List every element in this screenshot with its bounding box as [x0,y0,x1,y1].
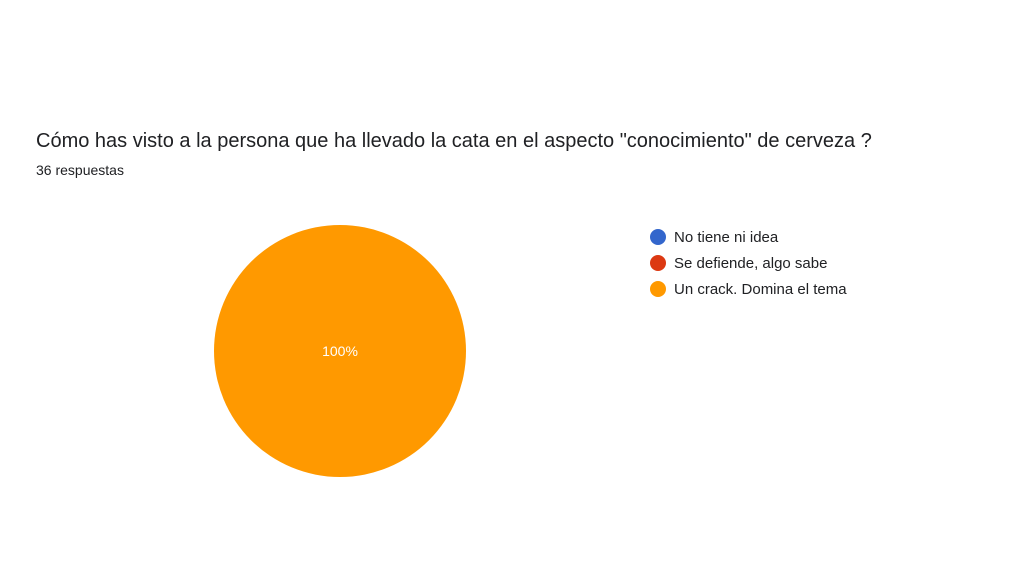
question-title: Cómo has visto a la persona que ha lleva… [36,130,872,152]
response-count: 36 respuestas [36,162,124,178]
chart-legend: No tiene ni idea Se defiende, algo sabe Un… [650,224,847,302]
legend-label: Un crack. Domina el tema [674,280,847,298]
pie-slice-label-2: 100% [322,343,358,359]
pie-slice-2 [214,225,466,477]
legend-swatch-icon [650,255,666,271]
legend-item-2[interactable]: Un crack. Domina el tema [650,276,847,302]
legend-swatch-icon [650,229,666,245]
legend-item-0[interactable]: No tiene ni idea [650,224,847,250]
legend-swatch-icon [650,281,666,297]
legend-label: Se defiende, algo sabe [674,254,828,272]
legend-item-1[interactable]: Se defiende, algo sabe [650,250,847,276]
legend-label: No tiene ni idea [674,228,779,246]
